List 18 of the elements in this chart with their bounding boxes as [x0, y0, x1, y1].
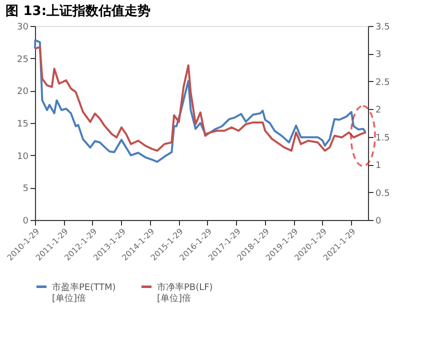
y2-tick-label: 1.5: [376, 133, 390, 144]
y2-tick-label: 2.5: [376, 78, 390, 88]
chart-title: 图 13:上证指数估值走势: [6, 3, 151, 19]
y-tick-label: 15: [17, 120, 28, 130]
y2-tick-label: 2: [376, 106, 382, 116]
y-tick-label: 0: [22, 216, 29, 226]
y-tick-label: 10: [17, 152, 29, 162]
y2-tick-label: 3.5: [376, 22, 390, 32]
y-tick-label: 20: [17, 87, 29, 98]
y2-tick-label: 1: [376, 161, 382, 172]
legend-label: 市盈率PE(TTM) [单位]倍: [52, 282, 116, 304]
y-tick-label: 25: [17, 54, 28, 65]
y2-tick-label: 3: [376, 50, 382, 60]
y-tick-label: 5: [22, 184, 28, 194]
y2-tick-label: 0: [376, 216, 382, 226]
y-tick-label: 30: [17, 22, 29, 32]
y2-tick-label: 0.5: [376, 188, 390, 199]
legend-label: 市净率PB(LF) [单位]倍: [157, 282, 213, 304]
